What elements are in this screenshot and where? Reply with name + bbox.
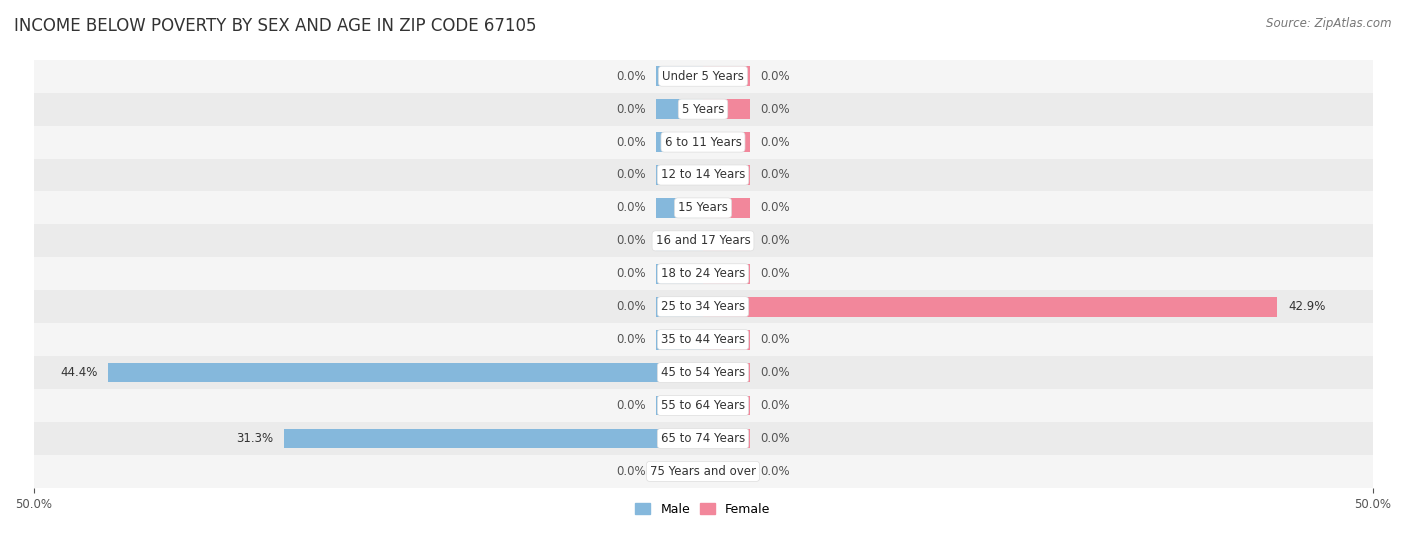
Legend: Male, Female: Male, Female — [636, 503, 770, 516]
Bar — [703, 198, 749, 218]
Text: 0.0%: 0.0% — [761, 366, 790, 379]
Bar — [657, 330, 703, 349]
Text: 0.0%: 0.0% — [616, 201, 645, 215]
Text: 0.0%: 0.0% — [761, 135, 790, 149]
Text: 0.0%: 0.0% — [616, 465, 645, 478]
Text: 6 to 11 Years: 6 to 11 Years — [665, 135, 741, 149]
Bar — [657, 264, 703, 283]
Text: 0.0%: 0.0% — [761, 399, 790, 412]
Bar — [703, 396, 749, 415]
Bar — [703, 363, 749, 382]
Text: 35 to 44 Years: 35 to 44 Years — [661, 333, 745, 346]
Bar — [284, 429, 703, 448]
Text: 12 to 14 Years: 12 to 14 Years — [661, 168, 745, 182]
Text: 0.0%: 0.0% — [616, 333, 645, 346]
Bar — [34, 257, 1372, 290]
Bar — [703, 165, 749, 185]
Bar — [703, 462, 749, 481]
Bar — [34, 224, 1372, 257]
Text: 0.0%: 0.0% — [761, 267, 790, 280]
Text: Under 5 Years: Under 5 Years — [662, 70, 744, 83]
Bar — [34, 159, 1372, 191]
Text: 0.0%: 0.0% — [616, 267, 645, 280]
Text: 75 Years and over: 75 Years and over — [650, 465, 756, 478]
Bar — [34, 191, 1372, 224]
Text: INCOME BELOW POVERTY BY SEX AND AGE IN ZIP CODE 67105: INCOME BELOW POVERTY BY SEX AND AGE IN Z… — [14, 17, 537, 35]
Text: 0.0%: 0.0% — [761, 234, 790, 248]
Bar — [703, 429, 749, 448]
Text: 0.0%: 0.0% — [616, 234, 645, 248]
Bar — [34, 290, 1372, 323]
Bar — [703, 67, 749, 86]
Text: 55 to 64 Years: 55 to 64 Years — [661, 399, 745, 412]
Bar — [703, 297, 1278, 316]
Bar — [34, 356, 1372, 389]
Bar — [34, 93, 1372, 126]
Bar — [703, 100, 749, 119]
Bar — [34, 60, 1372, 93]
Text: 0.0%: 0.0% — [616, 135, 645, 149]
Text: 18 to 24 Years: 18 to 24 Years — [661, 267, 745, 280]
Bar — [657, 132, 703, 152]
Text: 65 to 74 Years: 65 to 74 Years — [661, 432, 745, 445]
Text: 5 Years: 5 Years — [682, 103, 724, 116]
Bar — [34, 323, 1372, 356]
Bar — [34, 389, 1372, 422]
Text: Source: ZipAtlas.com: Source: ZipAtlas.com — [1267, 17, 1392, 30]
Text: 31.3%: 31.3% — [236, 432, 273, 445]
Bar — [703, 330, 749, 349]
Bar — [657, 198, 703, 218]
Text: 0.0%: 0.0% — [616, 300, 645, 313]
Text: 16 and 17 Years: 16 and 17 Years — [655, 234, 751, 248]
Text: 45 to 54 Years: 45 to 54 Years — [661, 366, 745, 379]
Bar — [34, 126, 1372, 159]
Bar — [657, 462, 703, 481]
Bar — [657, 231, 703, 251]
Bar — [703, 231, 749, 251]
Bar — [657, 297, 703, 316]
Text: 44.4%: 44.4% — [60, 366, 98, 379]
Bar — [34, 455, 1372, 488]
Text: 0.0%: 0.0% — [761, 432, 790, 445]
Bar — [703, 264, 749, 283]
Text: 0.0%: 0.0% — [616, 399, 645, 412]
Text: 0.0%: 0.0% — [616, 103, 645, 116]
Bar — [657, 67, 703, 86]
Bar — [657, 165, 703, 185]
Text: 0.0%: 0.0% — [616, 168, 645, 182]
Text: 0.0%: 0.0% — [761, 201, 790, 215]
Text: 0.0%: 0.0% — [761, 465, 790, 478]
Bar — [657, 100, 703, 119]
Text: 25 to 34 Years: 25 to 34 Years — [661, 300, 745, 313]
Text: 0.0%: 0.0% — [761, 168, 790, 182]
Text: 15 Years: 15 Years — [678, 201, 728, 215]
Text: 42.9%: 42.9% — [1288, 300, 1326, 313]
Bar — [34, 422, 1372, 455]
Bar — [657, 396, 703, 415]
Text: 0.0%: 0.0% — [761, 70, 790, 83]
Bar — [703, 132, 749, 152]
Bar — [108, 363, 703, 382]
Text: 0.0%: 0.0% — [616, 70, 645, 83]
Text: 0.0%: 0.0% — [761, 103, 790, 116]
Text: 0.0%: 0.0% — [761, 333, 790, 346]
